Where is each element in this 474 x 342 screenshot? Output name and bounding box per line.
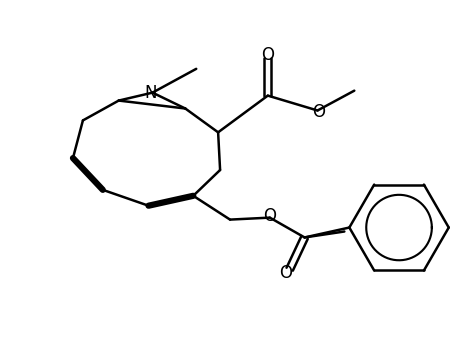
Text: N: N [144, 84, 157, 102]
Text: O: O [279, 264, 292, 282]
Text: O: O [261, 46, 274, 64]
Text: O: O [263, 207, 276, 225]
Text: O: O [312, 104, 325, 121]
